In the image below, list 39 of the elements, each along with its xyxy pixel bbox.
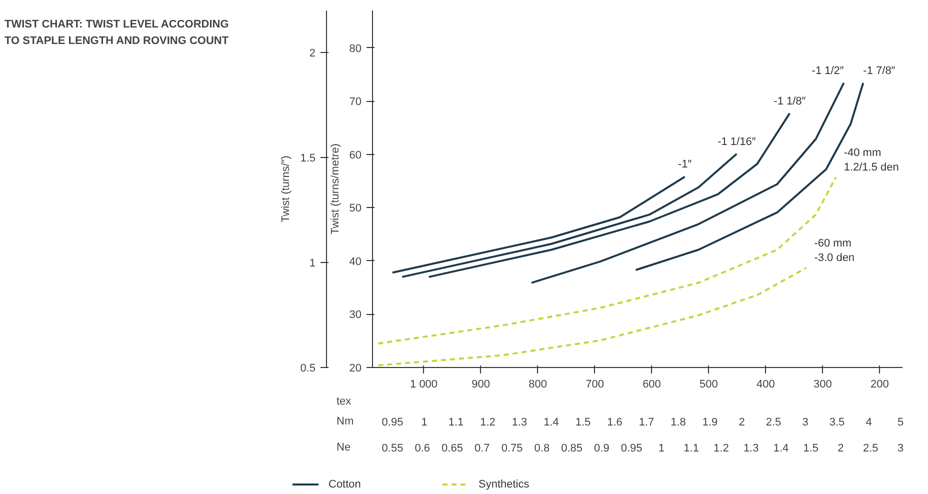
x-tick-label: 600	[642, 378, 661, 390]
y2-tick-label: 1	[309, 258, 316, 270]
annotation: -40 mm 1.2/1.5 den	[844, 146, 899, 174]
annotation: -1 1/8″	[774, 95, 806, 108]
y-tick-label: 70	[349, 96, 362, 108]
y2-tick-label: 2	[309, 48, 316, 60]
y2-tick-label: 1.5	[300, 152, 316, 164]
x-tick-label: 200	[870, 378, 889, 390]
x-tick-label: 900	[472, 378, 490, 390]
x-axis-title: tex	[336, 396, 352, 408]
x-tick-label: 1 000	[410, 378, 438, 390]
y-tick-label: 80	[349, 42, 362, 55]
y2-axis-title: Twist (turns/″)	[280, 156, 292, 222]
line-series	[428, 112, 791, 278]
y-tick-label: 50	[349, 202, 362, 215]
y-tick-label: 20	[349, 362, 362, 374]
text: Ne 0.55 0.6 0.65 0.7 0.75 0.8 0.85 0.9 0.95 1 1.1 1.2 1.3 1.4 1.5 2 2.5 3	[336, 442, 904, 454]
x-tick-label: 300	[814, 378, 832, 390]
legend-label: Synthetics	[478, 478, 530, 490]
x-tick-label: 700	[586, 378, 604, 390]
annotation: -60 mm -3.0 den	[814, 237, 855, 264]
line-series	[401, 152, 738, 278]
y-tick-label: 40	[349, 256, 362, 268]
annotation: -1 7/8″	[863, 64, 896, 77]
line-series	[377, 266, 808, 366]
annotation: -1″	[678, 158, 692, 171]
text: TWIST CHART: TWIST LEVEL ACCORDING TO STAPLE LENGTH AND ROVING COUNT	[4, 18, 229, 47]
y2-tick-label: 0.5	[300, 362, 316, 374]
y-axis-title: Twist (turns/metre)	[329, 143, 342, 235]
x-tick-label: 800	[528, 378, 547, 390]
text: Nm 0.95 1 1.1 1.2 1.3 1.4 1.5 1.6 1.7 1.8 1.9 2 2.5 3 3.5 4 5	[336, 416, 904, 428]
y-tick-label: 60	[349, 149, 362, 162]
y-tick-label: 30	[349, 309, 362, 322]
legend-label: Cotton	[328, 478, 361, 490]
x-tick-label: 500	[700, 378, 718, 390]
x-tick-label: 400	[756, 378, 775, 390]
annotation: -1 1/16″	[718, 136, 756, 148]
line-series	[391, 176, 686, 274]
annotation: -1 1/2″	[812, 64, 844, 77]
